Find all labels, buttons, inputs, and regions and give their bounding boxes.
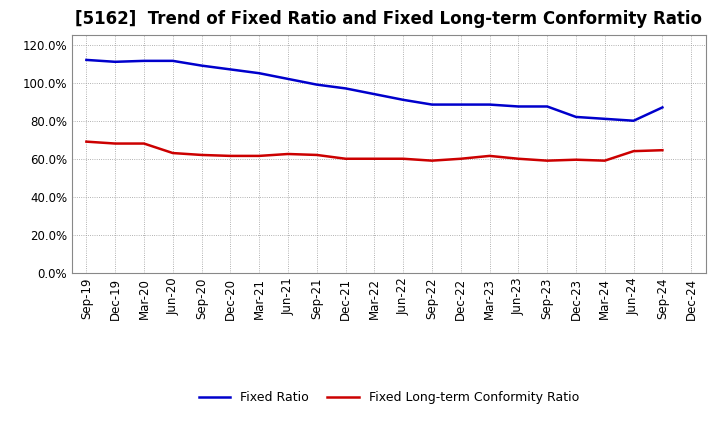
Fixed Ratio <box>600 116 609 121</box>
Fixed Long-term Conformity Ratio <box>168 150 177 156</box>
Fixed Ratio <box>543 104 552 109</box>
Fixed Long-term Conformity Ratio <box>600 158 609 163</box>
Fixed Ratio <box>629 118 638 123</box>
Fixed Ratio <box>514 104 523 109</box>
Fixed Long-term Conformity Ratio <box>111 141 120 146</box>
Fixed Ratio <box>226 67 235 72</box>
Fixed Long-term Conformity Ratio <box>197 152 206 158</box>
Fixed Ratio <box>428 102 436 107</box>
Fixed Long-term Conformity Ratio <box>82 139 91 144</box>
Fixed Long-term Conformity Ratio <box>140 141 148 146</box>
Fixed Ratio <box>572 114 580 120</box>
Fixed Ratio <box>111 59 120 64</box>
Fixed Ratio <box>140 58 148 63</box>
Fixed Ratio <box>370 92 379 97</box>
Fixed Long-term Conformity Ratio <box>456 156 465 161</box>
Fixed Long-term Conformity Ratio <box>514 156 523 161</box>
Fixed Long-term Conformity Ratio <box>255 153 264 158</box>
Fixed Long-term Conformity Ratio <box>341 156 350 161</box>
Fixed Long-term Conformity Ratio <box>658 147 667 153</box>
Fixed Ratio <box>399 97 408 103</box>
Fixed Ratio <box>168 58 177 63</box>
Fixed Ratio <box>312 82 321 87</box>
Fixed Ratio <box>284 76 292 81</box>
Title: [5162]  Trend of Fixed Ratio and Fixed Long-term Conformity Ratio: [5162] Trend of Fixed Ratio and Fixed Lo… <box>76 10 702 28</box>
Fixed Ratio <box>341 86 350 91</box>
Fixed Ratio <box>658 105 667 110</box>
Fixed Ratio <box>197 63 206 68</box>
Fixed Long-term Conformity Ratio <box>284 151 292 157</box>
Fixed Long-term Conformity Ratio <box>428 158 436 163</box>
Line: Fixed Long-term Conformity Ratio: Fixed Long-term Conformity Ratio <box>86 142 662 161</box>
Fixed Long-term Conformity Ratio <box>312 152 321 158</box>
Fixed Ratio <box>485 102 494 107</box>
Fixed Ratio <box>456 102 465 107</box>
Fixed Long-term Conformity Ratio <box>572 157 580 162</box>
Fixed Ratio <box>82 57 91 62</box>
Fixed Long-term Conformity Ratio <box>485 153 494 158</box>
Line: Fixed Ratio: Fixed Ratio <box>86 60 662 121</box>
Fixed Long-term Conformity Ratio <box>226 153 235 158</box>
Fixed Long-term Conformity Ratio <box>370 156 379 161</box>
Fixed Long-term Conformity Ratio <box>543 158 552 163</box>
Fixed Long-term Conformity Ratio <box>399 156 408 161</box>
Legend: Fixed Ratio, Fixed Long-term Conformity Ratio: Fixed Ratio, Fixed Long-term Conformity … <box>194 386 584 409</box>
Fixed Ratio <box>255 70 264 76</box>
Fixed Long-term Conformity Ratio <box>629 149 638 154</box>
